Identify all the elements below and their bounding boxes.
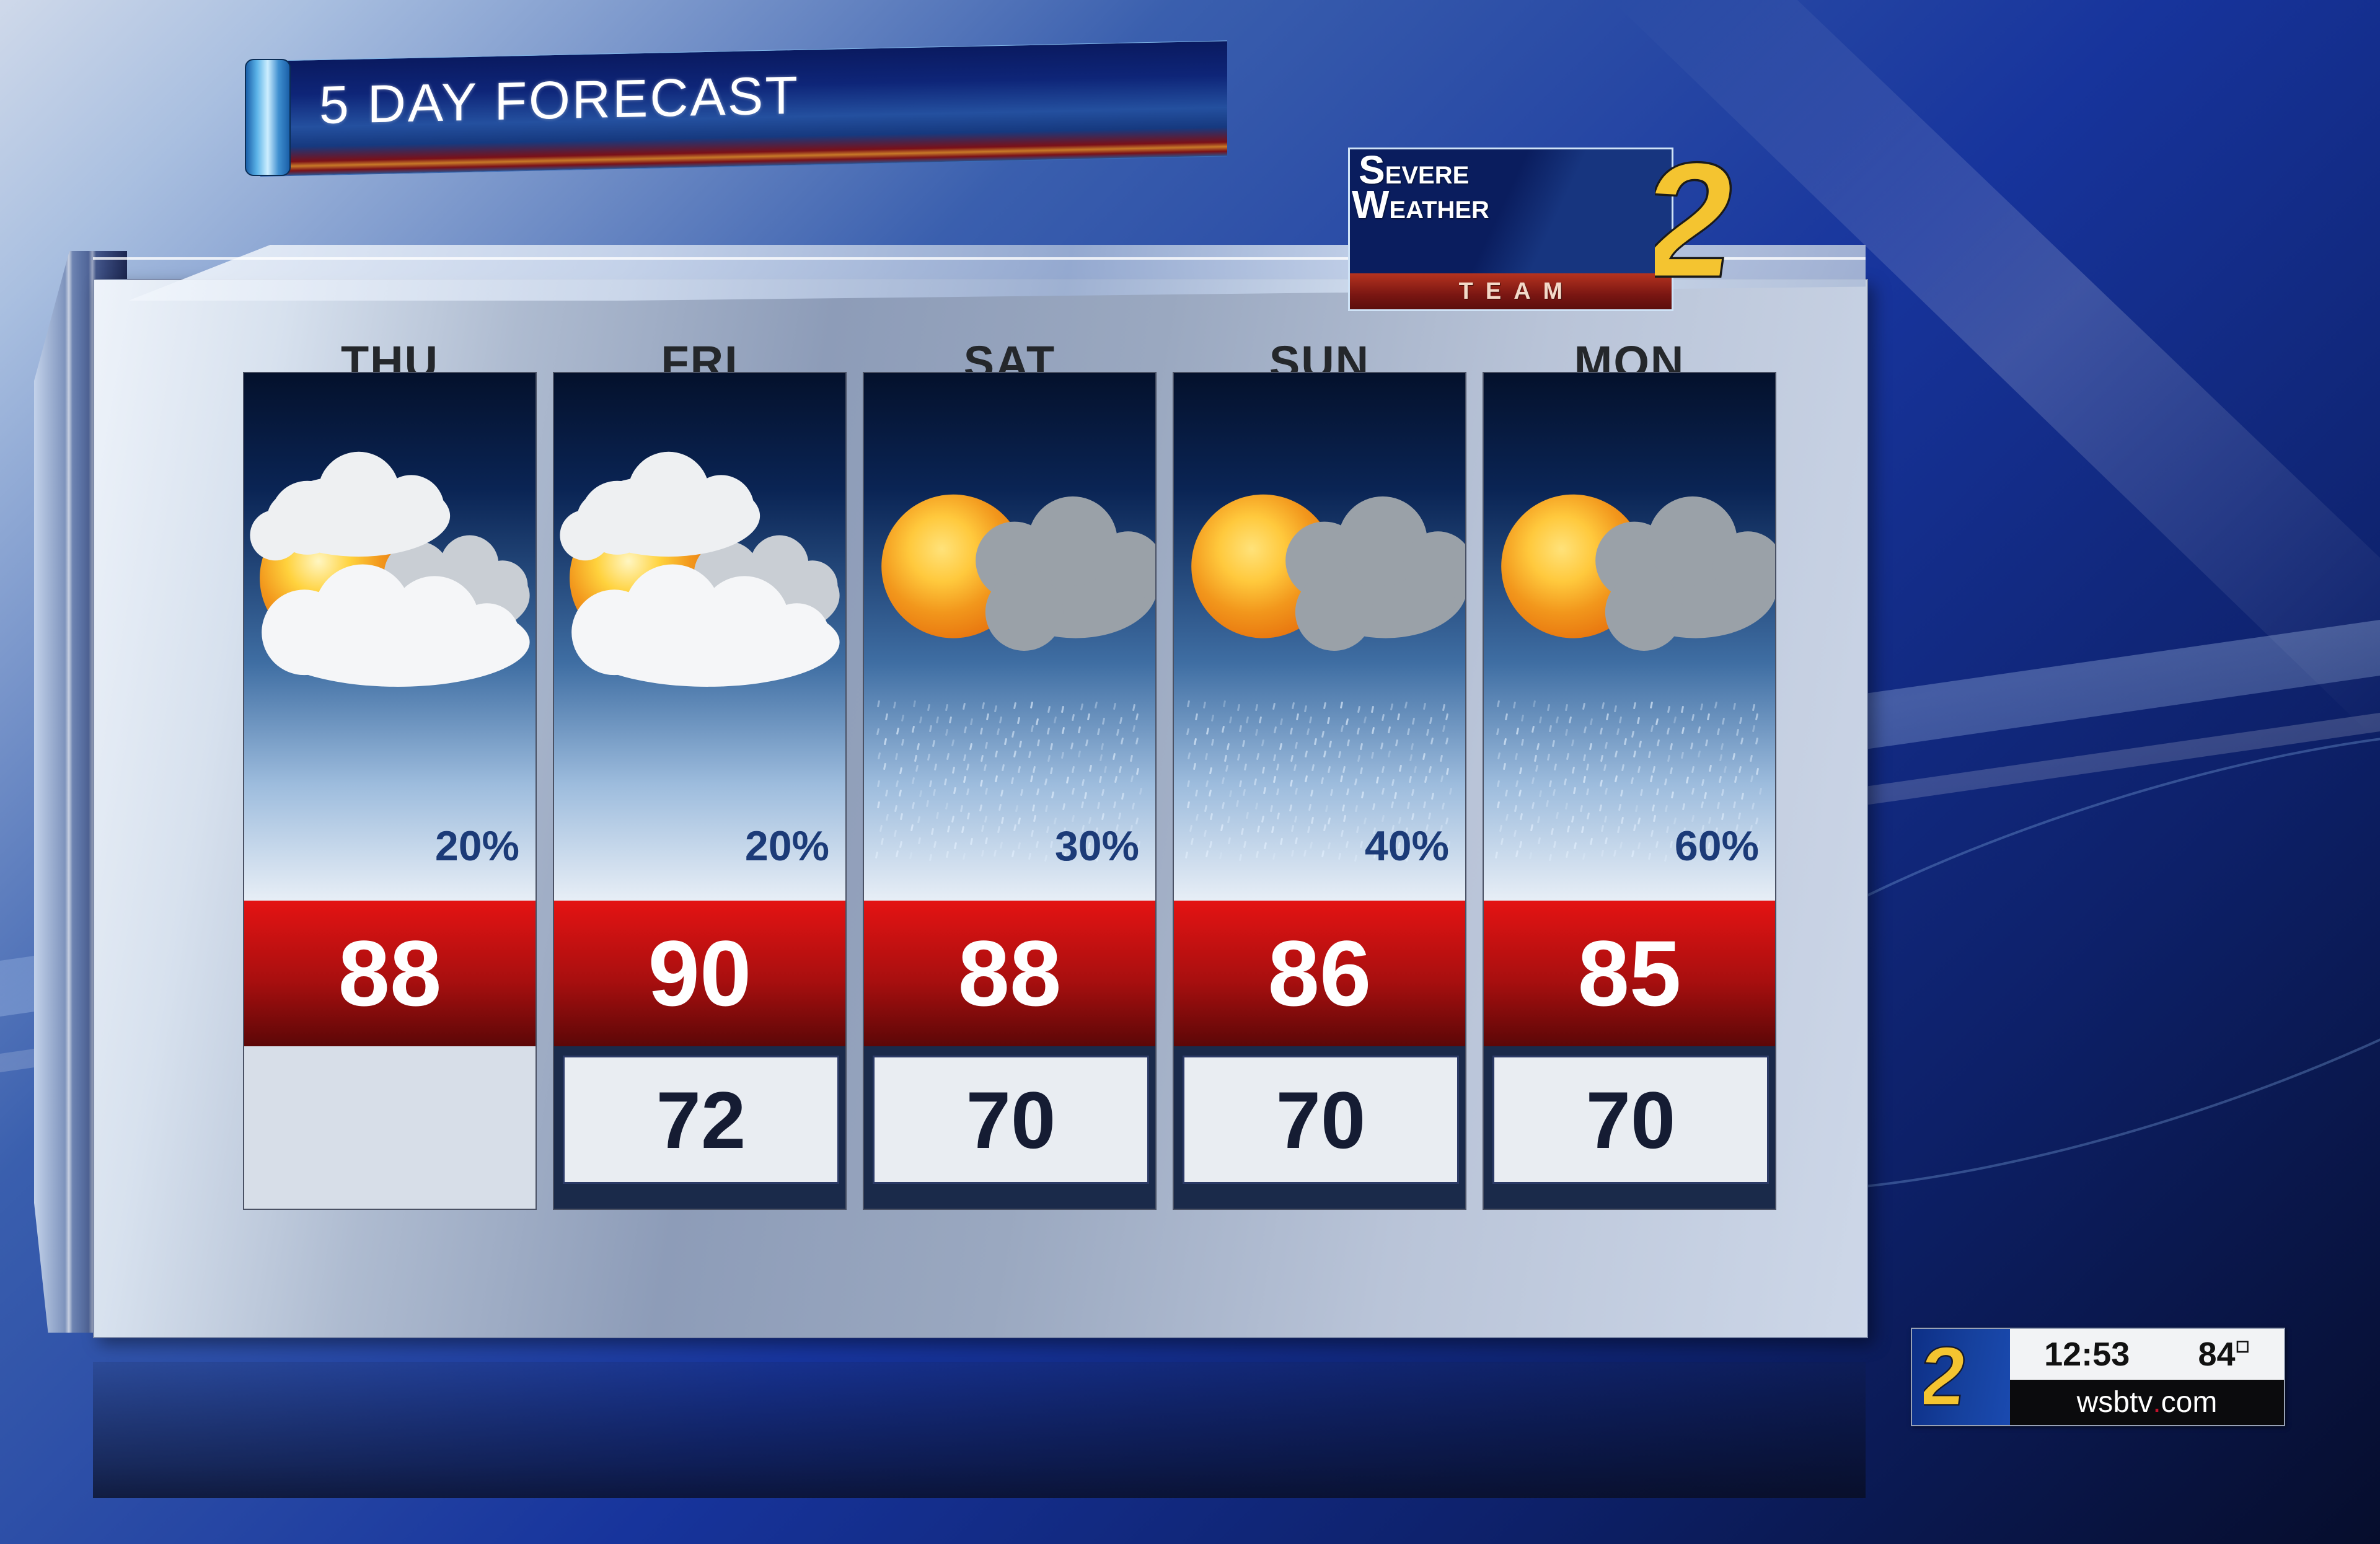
svg-text:2: 2 <box>1924 1336 1973 1418</box>
svg-text:2: 2 <box>1655 130 1748 312</box>
